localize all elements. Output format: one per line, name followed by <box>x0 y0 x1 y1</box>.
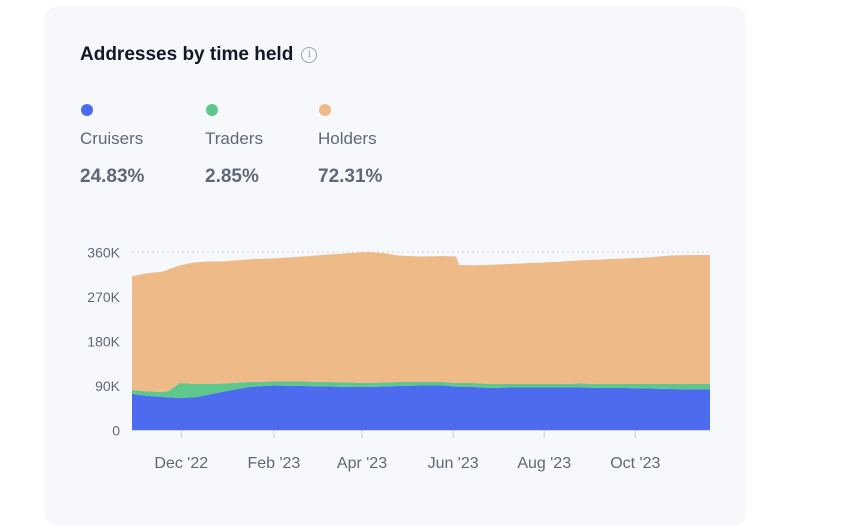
y-tick-label: 180K <box>87 334 120 350</box>
card-header: Addresses by time held i <box>80 44 318 66</box>
card-title: Addresses by time held <box>80 44 294 65</box>
area-series-cruisers[interactable] <box>132 385 710 431</box>
x-tick-label: Jun '23 <box>428 455 479 472</box>
x-tick-label: Aug '23 <box>517 455 571 472</box>
legend-value: 2.85% <box>205 166 259 187</box>
area-series-holders[interactable] <box>132 252 710 392</box>
legend-item-holders[interactable]: Holders 72.31% <box>318 104 382 188</box>
x-tick-label: Apr '23 <box>337 455 387 472</box>
x-tick-label: Oct '23 <box>610 455 660 472</box>
info-icon[interactable]: i <box>301 47 318 63</box>
x-tick-label: Dec '22 <box>154 455 208 472</box>
legend-dot <box>81 104 93 116</box>
area-series-traders[interactable] <box>132 381 710 398</box>
legend-dot <box>206 104 218 116</box>
legend-dot <box>319 104 331 116</box>
legend-label: Cruisers <box>80 129 144 148</box>
stacked-area-chart[interactable]: 0 90K 180K 270K 360K Dec '22 Feb '23 Apr '23 Jun… <box>0 0 864 504</box>
y-tick-label: 360K <box>87 245 120 261</box>
legend-item-traders[interactable]: Traders 2.85% <box>205 104 263 188</box>
y-tick-label: 90K <box>95 378 121 394</box>
y-tick-label: 0 <box>112 423 120 439</box>
legend-value: 72.31% <box>318 166 383 187</box>
legend-item-cruisers[interactable]: Cruisers 24.83% <box>80 104 144 188</box>
y-tick-label: 270K <box>87 289 120 305</box>
legend-label: Traders <box>205 129 263 148</box>
legend-label: Holders <box>318 129 377 148</box>
legend-value: 24.83% <box>80 166 145 187</box>
x-tick-label: Feb '23 <box>247 455 300 472</box>
